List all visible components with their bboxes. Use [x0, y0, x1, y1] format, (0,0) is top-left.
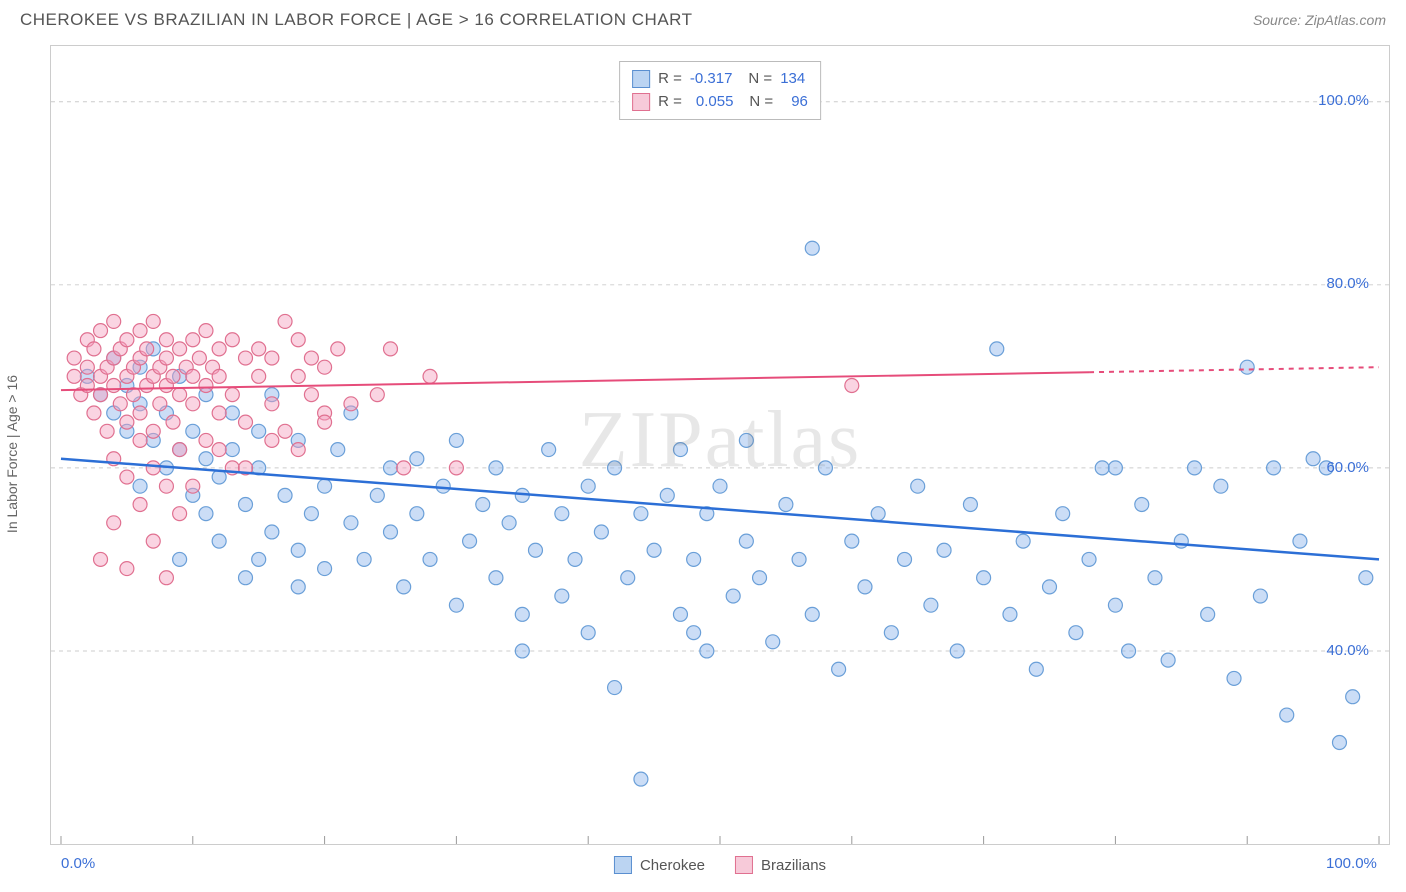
legend-swatch-pink [735, 856, 753, 874]
x-tick-label: 100.0% [1326, 855, 1377, 872]
legend-label-brazilians: Brazilians [761, 857, 826, 874]
series-legend: Cherokee Brazilians [614, 856, 826, 874]
y-tick-label: 80.0% [1326, 275, 1369, 292]
legend-row-brazilians: R = 0.055 N = 96 [632, 91, 808, 114]
legend-label-cherokee: Cherokee [640, 857, 705, 874]
legend-r-value-cherokee: -0.317 [690, 68, 733, 91]
chart-plot-area: ZIPatlas R = -0.317 N = 134 R = 0.055 N … [50, 45, 1390, 845]
legend-n-label: N = [748, 68, 772, 91]
legend-item-cherokee: Cherokee [614, 856, 705, 874]
y-tick-label: 60.0% [1326, 459, 1369, 476]
legend-swatch-blue [614, 856, 632, 874]
legend-n-value-cherokee: 134 [780, 68, 805, 91]
legend-swatch-pink [632, 93, 650, 111]
legend-n-value-brazilians: 96 [791, 91, 808, 114]
correlation-legend: R = -0.317 N = 134 R = 0.055 N = 96 [619, 61, 821, 120]
chart-header: CHEROKEE VS BRAZILIAN IN LABOR FORCE | A… [0, 0, 1406, 38]
source-label: Source: ZipAtlas.com [1253, 12, 1386, 28]
x-tick-label: 0.0% [61, 855, 95, 872]
chart-title: CHEROKEE VS BRAZILIAN IN LABOR FORCE | A… [20, 10, 693, 30]
scatter-svg [51, 46, 1389, 844]
legend-r-value-brazilians: 0.055 [696, 91, 734, 114]
legend-n-label: N = [749, 91, 773, 114]
legend-swatch-blue [632, 70, 650, 88]
legend-r-label: R = [658, 68, 682, 91]
y-axis-label: In Labor Force | Age > 16 [4, 375, 20, 533]
legend-item-brazilians: Brazilians [735, 856, 826, 874]
y-tick-label: 100.0% [1318, 92, 1369, 109]
y-tick-label: 40.0% [1326, 642, 1369, 659]
legend-row-cherokee: R = -0.317 N = 134 [632, 68, 808, 91]
legend-r-label: R = [658, 91, 682, 114]
